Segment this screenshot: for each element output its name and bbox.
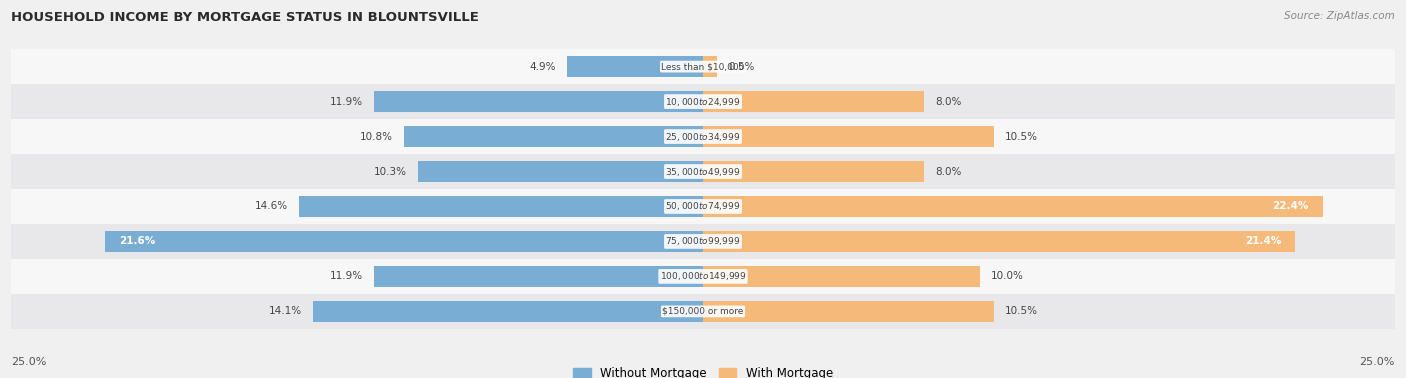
Text: 22.4%: 22.4% <box>1272 201 1309 211</box>
Text: $100,000 to $149,999: $100,000 to $149,999 <box>659 270 747 282</box>
Text: 10.3%: 10.3% <box>374 167 406 177</box>
Text: $10,000 to $24,999: $10,000 to $24,999 <box>665 96 741 108</box>
Text: $50,000 to $74,999: $50,000 to $74,999 <box>665 200 741 212</box>
Bar <box>568 56 703 77</box>
Text: 4.9%: 4.9% <box>530 62 557 71</box>
Bar <box>703 161 924 182</box>
Text: 11.9%: 11.9% <box>329 271 363 281</box>
Bar <box>314 301 703 322</box>
Bar <box>703 56 717 77</box>
Text: 21.6%: 21.6% <box>120 237 156 246</box>
Text: $25,000 to $34,999: $25,000 to $34,999 <box>665 130 741 143</box>
Text: 14.6%: 14.6% <box>254 201 288 211</box>
Bar <box>703 91 924 112</box>
Bar <box>11 189 1395 224</box>
Text: 14.1%: 14.1% <box>269 307 302 316</box>
Legend: Without Mortgage, With Mortgage: Without Mortgage, With Mortgage <box>568 362 838 378</box>
Bar <box>703 266 980 287</box>
Bar <box>11 84 1395 119</box>
Text: HOUSEHOLD INCOME BY MORTGAGE STATUS IN BLOUNTSVILLE: HOUSEHOLD INCOME BY MORTGAGE STATUS IN B… <box>11 11 479 24</box>
Text: $150,000 or more: $150,000 or more <box>662 307 744 316</box>
Bar <box>299 196 703 217</box>
Bar <box>418 161 703 182</box>
Bar <box>11 154 1395 189</box>
Bar <box>703 126 994 147</box>
Text: 11.9%: 11.9% <box>329 97 363 107</box>
Text: Source: ZipAtlas.com: Source: ZipAtlas.com <box>1284 11 1395 21</box>
Text: 10.5%: 10.5% <box>1005 132 1038 141</box>
Bar <box>11 49 1395 84</box>
Bar <box>374 266 703 287</box>
Text: 25.0%: 25.0% <box>1360 357 1395 367</box>
Text: 0.5%: 0.5% <box>728 62 754 71</box>
Text: 25.0%: 25.0% <box>11 357 46 367</box>
Bar <box>105 231 703 252</box>
Bar <box>703 301 994 322</box>
Text: 21.4%: 21.4% <box>1244 237 1281 246</box>
Bar <box>374 91 703 112</box>
Bar <box>703 231 1295 252</box>
Text: $75,000 to $99,999: $75,000 to $99,999 <box>665 235 741 248</box>
Bar <box>11 294 1395 329</box>
Text: 8.0%: 8.0% <box>935 167 962 177</box>
Text: 10.5%: 10.5% <box>1005 307 1038 316</box>
Bar <box>404 126 703 147</box>
Bar <box>11 224 1395 259</box>
Text: 8.0%: 8.0% <box>935 97 962 107</box>
Text: 10.0%: 10.0% <box>991 271 1024 281</box>
Text: Less than $10,000: Less than $10,000 <box>661 62 745 71</box>
Text: 10.8%: 10.8% <box>360 132 394 141</box>
Bar <box>11 119 1395 154</box>
Text: $35,000 to $49,999: $35,000 to $49,999 <box>665 166 741 178</box>
Bar <box>703 196 1323 217</box>
Bar <box>11 259 1395 294</box>
